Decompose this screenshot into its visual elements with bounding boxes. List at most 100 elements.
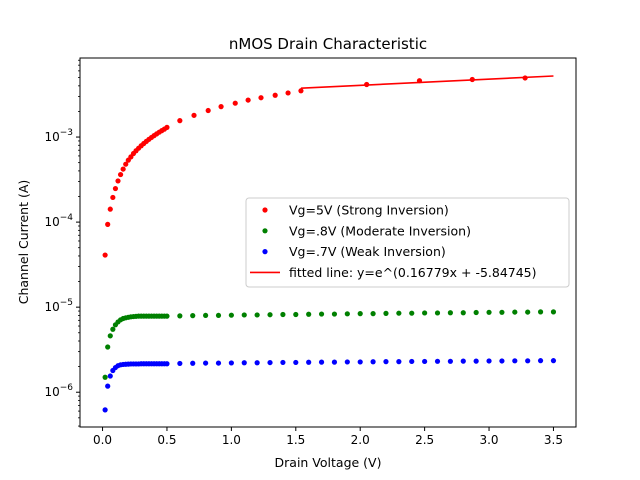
data-point [105, 221, 111, 227]
data-point [331, 311, 338, 317]
legend-label: Vg=.8V (Moderate Inversion) [289, 223, 471, 238]
fit-line [300, 75, 554, 90]
legend-item: fitted line: y=e^(0.16779x + -5.84745) [250, 265, 537, 280]
legend-item: Vg=.7V (Weak Inversion) [262, 244, 446, 259]
data-point [383, 310, 389, 316]
data-point [112, 185, 119, 192]
data-point [473, 358, 479, 364]
data-point [525, 309, 531, 315]
data-point [105, 383, 111, 389]
data-point [306, 359, 312, 365]
data-point [228, 360, 234, 366]
data-point [512, 309, 518, 315]
data-point [232, 100, 238, 106]
data-point [102, 374, 108, 380]
data-point [331, 359, 338, 365]
data-point [205, 107, 211, 114]
data-point [191, 112, 197, 118]
data-point [110, 326, 116, 332]
data-point [550, 309, 557, 315]
data-point [383, 359, 389, 365]
data-point [473, 309, 479, 316]
data-point [120, 166, 126, 172]
data-point [486, 309, 492, 315]
data-point [306, 311, 312, 317]
legend-label: Vg=.7V (Weak Inversion) [289, 244, 446, 259]
data-point [107, 206, 113, 212]
data-point [164, 361, 170, 367]
data-point [293, 359, 299, 366]
axis-ticks: 0.0 0.5 1.0 1.5 2.0 2.5 3.0 3.5 10−6 10−5 10−4 10−3 [44, 59, 563, 447]
data-point [344, 311, 350, 317]
data-point [164, 124, 170, 130]
data-point [115, 178, 121, 184]
data-point [460, 310, 466, 316]
data-point [344, 359, 350, 365]
x-tick-label: 3.5 [544, 433, 563, 447]
data-point [512, 358, 518, 364]
legend-box [245, 197, 570, 288]
data-point [254, 360, 260, 366]
data-point [357, 359, 363, 365]
data-point [499, 358, 505, 364]
data-point [228, 312, 234, 318]
data-point [434, 358, 441, 364]
data-point [280, 311, 286, 318]
data-point [241, 312, 247, 318]
data-point [267, 312, 273, 318]
data-point [298, 88, 304, 94]
y-axis-label: Channel Current (A) [16, 180, 31, 305]
x-tick-label: 2.0 [351, 433, 370, 447]
y-tick-label: 10−6 [44, 383, 73, 399]
x-tick-label: 2.5 [415, 433, 434, 447]
legend-label: fitted line: y=e^(0.16779x + -5.84745) [289, 265, 537, 280]
data-point [267, 359, 273, 366]
y-tick-label: 10−5 [44, 298, 73, 314]
data-point [370, 359, 376, 365]
data-point [107, 333, 113, 339]
series-2 [102, 358, 557, 413]
data-point [102, 407, 108, 413]
y-tick-label: 10−4 [44, 213, 73, 229]
x-tick-label: 0.0 [93, 433, 112, 447]
data-point [396, 310, 402, 316]
data-point [245, 97, 251, 103]
data-point [105, 344, 111, 350]
data-point [357, 311, 363, 317]
chart-title: nMOS Drain Characteristic [229, 35, 427, 53]
data-point [102, 252, 108, 258]
data-point [537, 309, 544, 315]
x-tick-label: 1.5 [286, 433, 305, 447]
plot-area [102, 75, 557, 413]
data-point [447, 310, 453, 316]
data-point [318, 311, 325, 317]
data-point [434, 310, 441, 316]
data-point [409, 358, 415, 365]
data-point [254, 312, 260, 318]
data-point [447, 358, 453, 364]
data-point [110, 194, 116, 201]
x-tick-label: 0.5 [157, 433, 176, 447]
data-point [164, 313, 170, 319]
data-point [215, 312, 222, 319]
data-point [258, 95, 264, 101]
data-point [215, 360, 222, 366]
data-point [486, 358, 492, 364]
legend-label: Vg=5V (Strong Inversion) [289, 203, 449, 218]
data-point [285, 90, 291, 96]
data-point [422, 358, 428, 365]
data-point [318, 359, 325, 365]
legend-dot-marker [262, 207, 268, 213]
data-point [190, 360, 196, 366]
legend-dot-marker [262, 228, 268, 234]
legend-dot-marker [262, 249, 268, 255]
data-point [499, 309, 505, 315]
data-point [203, 312, 209, 319]
series-3 [300, 75, 554, 90]
data-point [525, 358, 531, 364]
data-point [280, 359, 286, 366]
data-point [203, 360, 209, 366]
legend-item: Vg=5V (Strong Inversion) [262, 203, 449, 218]
data-point [370, 311, 376, 317]
